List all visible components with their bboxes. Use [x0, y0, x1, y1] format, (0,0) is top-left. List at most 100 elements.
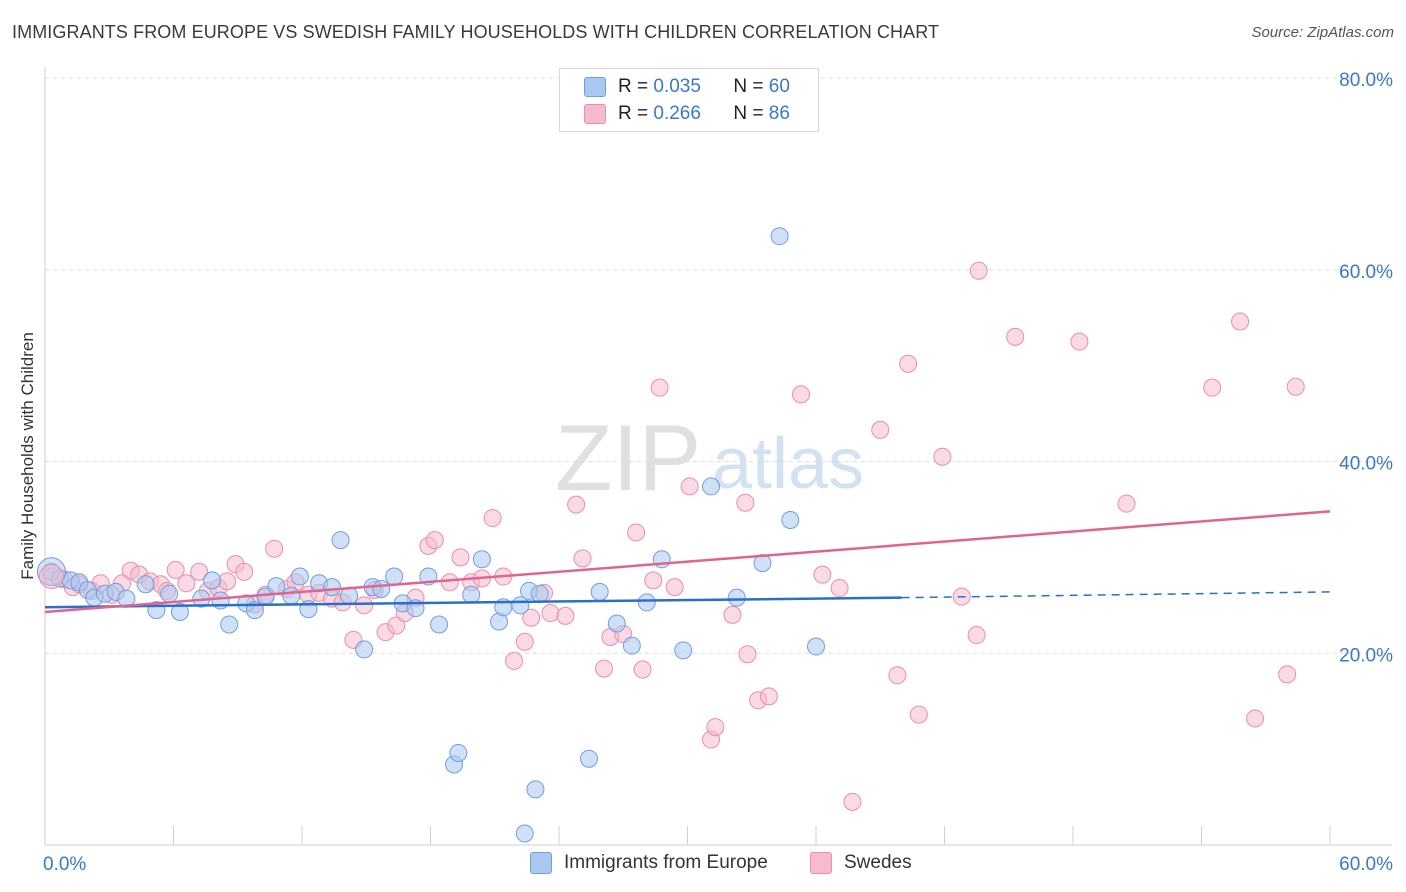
- europe-point: [136, 575, 155, 594]
- swedes-point: [265, 539, 284, 558]
- legend-r-label: R =: [618, 103, 654, 124]
- swedes-point: [440, 573, 459, 592]
- watermark: ZIP atlas: [555, 405, 864, 510]
- swedes-point: [218, 572, 237, 591]
- swedes-point: [899, 354, 918, 373]
- swedes-point: [738, 645, 757, 664]
- europe-point: [781, 510, 800, 529]
- swedes-point: [650, 378, 669, 397]
- swedes-point: [706, 718, 725, 737]
- europe-point: [322, 578, 341, 597]
- series-swatch-swedes: [810, 852, 832, 874]
- y-tick-label: 80.0%: [1339, 70, 1393, 91]
- swedes-point: [813, 565, 832, 584]
- europe-point: [449, 743, 468, 762]
- europe-point: [590, 582, 609, 601]
- swedes-point: [522, 608, 541, 627]
- swedes-point: [177, 574, 196, 593]
- y-tick-label: 40.0%: [1339, 454, 1393, 475]
- europe-trend-line: [44, 596, 902, 609]
- swedes-point: [1286, 377, 1305, 396]
- europe-point: [770, 227, 789, 246]
- y-tick-label: 20.0%: [1339, 645, 1393, 666]
- swedes-point: [665, 578, 684, 597]
- europe-point: [622, 636, 641, 655]
- swedes-point: [680, 477, 699, 496]
- series-swatch-europe: [530, 852, 552, 874]
- europe-point: [727, 588, 746, 607]
- swedes-point: [355, 596, 374, 615]
- legend-r-label: R =: [618, 76, 654, 97]
- swedes-point: [1070, 332, 1089, 351]
- swedes-point: [425, 531, 444, 550]
- axes: [44, 67, 1392, 846]
- correlation-legend: R = 0.035 N = 60 R = 0.266 N = 86: [559, 68, 819, 132]
- europe-point: [674, 641, 693, 660]
- y-tick-labels: 20.0% 40.0% 60.0% 80.0%: [1339, 70, 1393, 666]
- europe-point: [160, 584, 179, 603]
- legend-n-value: 86: [768, 103, 790, 124]
- swedes-point: [933, 447, 952, 466]
- legend-swatch-europe: [584, 77, 606, 97]
- europe-point: [530, 584, 549, 603]
- swedes-point: [1278, 665, 1297, 684]
- swedes-point: [888, 666, 907, 685]
- swedes-point: [627, 523, 646, 542]
- europe-point-large: [36, 557, 66, 587]
- series-label-europe: Immigrants from Europe: [564, 852, 768, 873]
- swedes-point: [387, 616, 406, 635]
- legend-row-swedes: R = 0.266 N = 86: [584, 103, 790, 125]
- swedes-point: [515, 632, 534, 651]
- europe-point: [355, 640, 374, 659]
- x-tick-label: 60.0%: [1339, 854, 1393, 875]
- europe-point: [331, 531, 350, 550]
- swedes-point: [909, 705, 928, 724]
- swedes-point: [1006, 327, 1025, 346]
- legend-r-value: 0.266: [653, 103, 701, 124]
- europe-point: [170, 603, 189, 622]
- swedes-point: [1231, 312, 1250, 331]
- series-label-swedes: Swedes: [844, 852, 912, 873]
- series-legend-europe: Immigrants from Europe: [530, 852, 768, 874]
- swedes-trend-line: [44, 510, 1331, 614]
- europe-point: [579, 749, 598, 768]
- europe-point: [430, 615, 449, 634]
- swedes-point-large: [38, 564, 64, 590]
- swedes-point: [830, 579, 849, 598]
- swedes-point: [759, 687, 778, 706]
- legend-n-value: 60: [768, 76, 790, 97]
- swedes-point: [505, 651, 524, 670]
- swedes-point: [644, 571, 663, 590]
- swedes-point: [736, 493, 755, 512]
- swedes-point: [556, 606, 575, 625]
- legend-swatch-swedes: [584, 104, 606, 124]
- swedes-point: [1203, 378, 1222, 397]
- europe-point: [637, 593, 656, 612]
- chart-title: IMMIGRANTS FROM EUROPE VS SWEDISH FAMILY…: [12, 22, 940, 42]
- y-tick-label: 60.0%: [1339, 262, 1393, 283]
- swedes-point: [166, 560, 185, 579]
- trend-lines: [44, 510, 1331, 614]
- europe-point: [372, 580, 391, 599]
- swedes-point: [1117, 494, 1136, 513]
- swedes-point: [541, 603, 560, 622]
- europe-point: [220, 615, 239, 634]
- europe-point: [607, 614, 626, 633]
- legend-row-europe: R = 0.035 N = 60: [584, 76, 790, 98]
- swedes-point: [1246, 709, 1265, 728]
- x-tick-labels: 0.0% 60.0%: [43, 854, 1393, 875]
- legend-r-value: 0.035: [653, 76, 701, 97]
- europe-trend-extension: [901, 591, 1331, 599]
- swedes-point: [567, 495, 586, 514]
- swedes-point: [190, 562, 209, 581]
- europe-point: [290, 567, 309, 586]
- data-points: [36, 227, 1305, 843]
- watermark-zip: ZIP: [555, 405, 701, 510]
- europe-point: [472, 550, 491, 569]
- europe-point: [515, 824, 534, 843]
- europe-point: [526, 780, 545, 799]
- swedes-point: [969, 261, 988, 280]
- europe-point: [203, 571, 222, 590]
- legend-n-label: N =: [733, 103, 769, 124]
